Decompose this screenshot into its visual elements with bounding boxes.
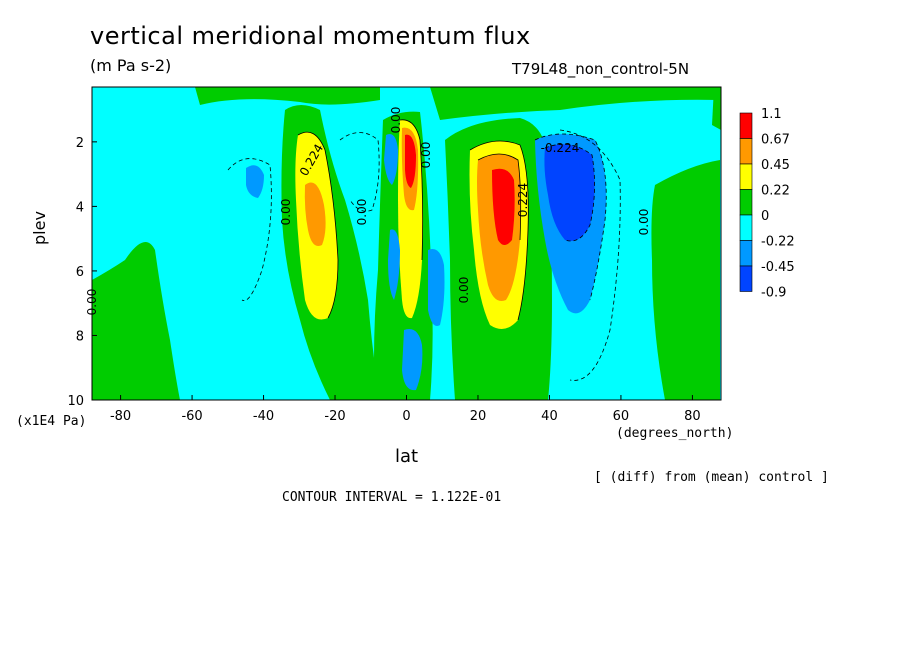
lightblue-region-south [246, 165, 264, 198]
diff-note: [ (diff) from (mean) control ] [594, 470, 829, 485]
colorbar-label: 0 [761, 209, 769, 224]
chart-title: vertical meridional momentum flux [90, 22, 531, 50]
green-region-top [195, 87, 380, 105]
contour-line-negative [559, 129, 621, 381]
run-label: T79L48_non_control-5N [512, 60, 690, 78]
x-tick-label: 60 [613, 409, 630, 424]
lightblue-region-west-eq [384, 134, 398, 185]
x-tick-label: 0 [402, 409, 410, 424]
contour-label: -0.224 [541, 141, 580, 155]
contour-line [477, 153, 522, 241]
green-region-edge [712, 87, 721, 130]
axes-layer: -80 -60 -40 -20 0 20 40 60 80 2 4 6 8 10 [67, 136, 700, 424]
colorbar-swatch [739, 265, 753, 292]
lightblue-region-west-eq2 [388, 229, 400, 300]
contour-label: 0.00 [457, 277, 471, 304]
contour-line-negative [534, 133, 607, 301]
green-region-top-right [430, 87, 720, 120]
blue-region-north [544, 144, 595, 241]
green-region-far-north [651, 160, 720, 400]
x-tick-label: 80 [684, 409, 701, 424]
contour-label: 0.00 [355, 199, 369, 226]
contour-label: 0.224 [516, 183, 530, 217]
colorbar: 1.1 0.67 0.45 0.22 0 -0.22 -0.45 -0.9 [739, 107, 795, 301]
x-tick-label: -80 [110, 409, 131, 424]
contour-line [399, 119, 424, 261]
colorbar-label: 0.67 [761, 133, 790, 148]
x-tick-label: -20 [324, 409, 345, 424]
y-tick-label: 10 [67, 394, 84, 409]
y-tick-label: 8 [76, 329, 84, 344]
colorbar-swatch [739, 214, 753, 241]
red-region-north [492, 168, 515, 245]
x-tick-label: -40 [253, 409, 274, 424]
lightblue-region-equator-mid [428, 249, 445, 326]
x-tick-label: -60 [181, 409, 202, 424]
x-tick-label: 40 [541, 409, 558, 424]
contour-field [92, 87, 721, 400]
x-axis-units: (degrees_north) [616, 426, 734, 441]
red-region-equator [405, 134, 416, 188]
contour-line-negative [544, 143, 595, 242]
contour-interval: CONTOUR INTERVAL = 1.122E-01 [282, 490, 502, 505]
colorbar-label: 0.45 [761, 158, 790, 173]
green-region-far-south [92, 242, 180, 400]
contour-label: 0.00 [419, 142, 433, 169]
chart-units: (m Pa s-2) [90, 56, 172, 75]
x-tick-label: 20 [470, 409, 487, 424]
colorbar-swatch [739, 138, 753, 165]
lightblue-region-equator-low [402, 329, 423, 391]
y-tick-label: 6 [76, 265, 84, 280]
contour-label: 0.00 [279, 199, 293, 226]
contour-line-negative [227, 158, 272, 302]
colorbar-label: 0.22 [761, 184, 790, 199]
colorbar-label: -0.9 [761, 286, 786, 301]
colorbar-label: 1.1 [761, 107, 782, 122]
colorbar-swatch [739, 112, 753, 139]
orange-region-south [304, 182, 326, 246]
contour-line-negative [339, 132, 380, 212]
colorbar-swatch [739, 240, 753, 267]
x-axis-label: lat [395, 446, 419, 467]
colorbar-label: -0.22 [761, 235, 795, 250]
contour-line [469, 140, 529, 321]
y-tick-label: 2 [76, 136, 84, 151]
y-tick-label: 4 [76, 200, 84, 215]
contour-label: 0.00 [389, 107, 403, 134]
colorbar-swatch [739, 189, 753, 216]
y-axis-units: (x1E4 Pa) [16, 414, 87, 429]
contour-line [297, 131, 339, 319]
contour-label: 0.00 [85, 289, 99, 316]
contour-label: 0.00 [637, 209, 651, 236]
colorbar-label: -0.45 [761, 260, 795, 275]
colorbar-swatch [739, 163, 753, 190]
